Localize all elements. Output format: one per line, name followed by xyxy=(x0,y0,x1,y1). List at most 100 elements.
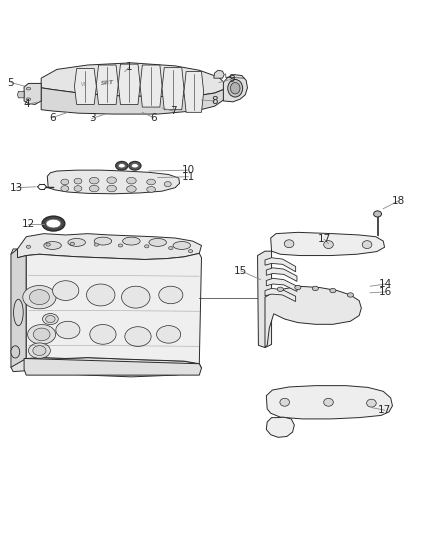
Ellipse shape xyxy=(121,286,150,308)
Ellipse shape xyxy=(42,216,65,231)
Ellipse shape xyxy=(362,241,372,248)
Polygon shape xyxy=(266,417,294,437)
Ellipse shape xyxy=(53,281,79,301)
Ellipse shape xyxy=(11,346,20,358)
Text: V8: V8 xyxy=(81,82,87,87)
Ellipse shape xyxy=(74,178,82,184)
Polygon shape xyxy=(96,65,118,104)
Polygon shape xyxy=(26,253,201,364)
Ellipse shape xyxy=(147,187,155,192)
Polygon shape xyxy=(18,91,24,98)
Ellipse shape xyxy=(61,185,69,191)
Text: SRT: SRT xyxy=(100,80,114,86)
Polygon shape xyxy=(265,286,361,348)
Polygon shape xyxy=(265,258,296,272)
Polygon shape xyxy=(47,170,180,194)
Polygon shape xyxy=(41,63,226,96)
Ellipse shape xyxy=(94,237,112,245)
Ellipse shape xyxy=(284,240,294,248)
Ellipse shape xyxy=(29,289,49,305)
Ellipse shape xyxy=(125,327,151,346)
Ellipse shape xyxy=(127,177,136,184)
Polygon shape xyxy=(140,65,162,107)
Ellipse shape xyxy=(26,98,31,101)
Ellipse shape xyxy=(89,185,99,192)
Text: 1: 1 xyxy=(126,62,133,72)
Ellipse shape xyxy=(159,286,183,304)
Ellipse shape xyxy=(23,286,56,309)
Ellipse shape xyxy=(123,237,140,245)
Ellipse shape xyxy=(70,242,74,245)
Polygon shape xyxy=(271,232,385,255)
Ellipse shape xyxy=(127,185,136,192)
Ellipse shape xyxy=(44,241,61,249)
Polygon shape xyxy=(214,70,224,78)
Ellipse shape xyxy=(87,284,115,306)
Text: 14: 14 xyxy=(379,279,392,289)
Text: 17: 17 xyxy=(318,235,331,244)
Ellipse shape xyxy=(312,286,318,290)
Ellipse shape xyxy=(367,399,376,407)
Polygon shape xyxy=(266,278,297,292)
Ellipse shape xyxy=(129,161,141,170)
Ellipse shape xyxy=(107,185,117,192)
Ellipse shape xyxy=(33,328,50,341)
Text: 5: 5 xyxy=(7,77,14,87)
Text: 6: 6 xyxy=(49,112,56,123)
Ellipse shape xyxy=(68,238,85,246)
Text: 12: 12 xyxy=(22,219,35,229)
Polygon shape xyxy=(11,233,201,260)
Polygon shape xyxy=(118,64,140,104)
Text: 7: 7 xyxy=(170,106,177,116)
Polygon shape xyxy=(11,358,201,377)
Text: 10: 10 xyxy=(182,165,195,175)
Ellipse shape xyxy=(330,288,336,293)
Ellipse shape xyxy=(147,179,155,185)
Text: 17: 17 xyxy=(378,405,391,415)
Text: 8: 8 xyxy=(211,96,218,106)
Polygon shape xyxy=(266,386,392,419)
Polygon shape xyxy=(41,84,226,114)
Ellipse shape xyxy=(324,241,333,248)
Ellipse shape xyxy=(118,244,123,247)
Ellipse shape xyxy=(157,326,180,343)
Ellipse shape xyxy=(46,219,61,228)
Ellipse shape xyxy=(90,325,116,344)
Ellipse shape xyxy=(56,321,80,339)
Polygon shape xyxy=(266,268,297,281)
Text: 4: 4 xyxy=(23,100,30,109)
Text: 6: 6 xyxy=(150,112,157,123)
Ellipse shape xyxy=(228,79,243,97)
Ellipse shape xyxy=(33,346,46,356)
Ellipse shape xyxy=(94,243,99,246)
Polygon shape xyxy=(74,69,96,104)
Ellipse shape xyxy=(46,243,50,246)
Ellipse shape xyxy=(14,300,23,326)
Ellipse shape xyxy=(74,185,82,191)
Polygon shape xyxy=(11,249,26,367)
Ellipse shape xyxy=(347,293,353,297)
Text: 3: 3 xyxy=(88,114,95,124)
Text: 16: 16 xyxy=(379,287,392,297)
Ellipse shape xyxy=(277,287,283,292)
Polygon shape xyxy=(162,68,184,110)
Ellipse shape xyxy=(149,238,166,246)
Ellipse shape xyxy=(116,161,128,170)
Polygon shape xyxy=(265,288,296,302)
Ellipse shape xyxy=(295,285,301,290)
Ellipse shape xyxy=(28,325,56,344)
Ellipse shape xyxy=(26,87,31,90)
Text: 13: 13 xyxy=(10,183,23,192)
Ellipse shape xyxy=(188,249,193,253)
Ellipse shape xyxy=(42,313,58,325)
Ellipse shape xyxy=(61,179,69,185)
Ellipse shape xyxy=(107,177,117,183)
Ellipse shape xyxy=(374,211,381,217)
Polygon shape xyxy=(184,71,204,112)
Polygon shape xyxy=(24,84,41,104)
Ellipse shape xyxy=(169,247,173,249)
Ellipse shape xyxy=(145,245,149,248)
Ellipse shape xyxy=(28,343,50,358)
Ellipse shape xyxy=(131,164,138,168)
Ellipse shape xyxy=(280,398,290,406)
